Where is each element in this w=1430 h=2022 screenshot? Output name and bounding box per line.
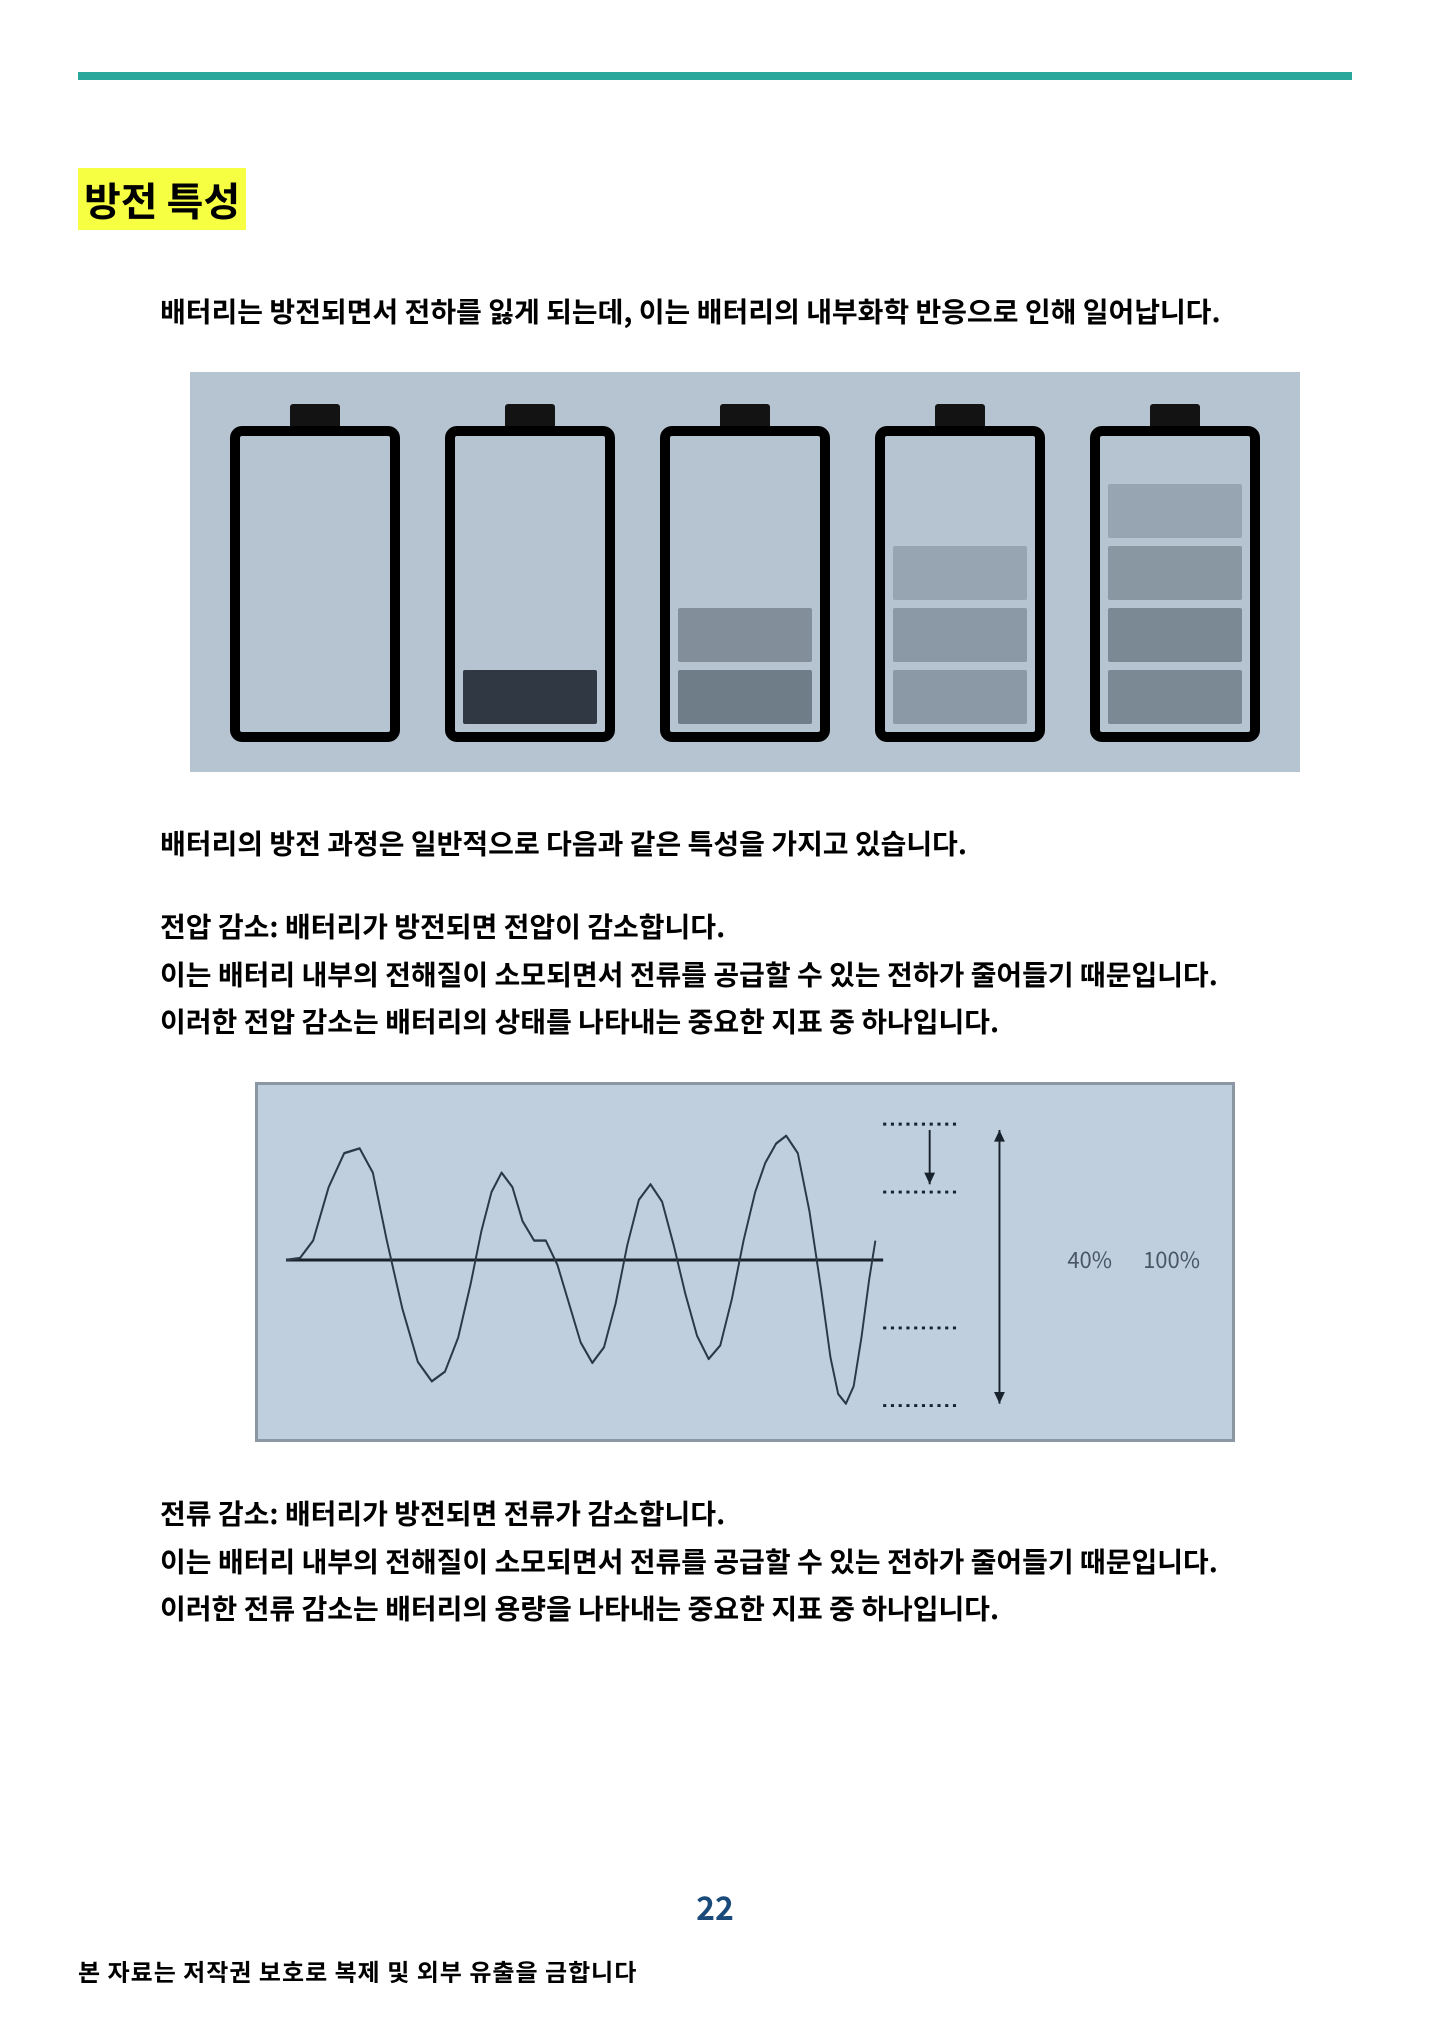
battery-cap	[720, 404, 770, 428]
battery-bars	[463, 670, 597, 724]
battery-body	[230, 426, 400, 742]
content-region: 배터리는 방전되면서 전하를 잃게 되는데, 이는 배터리의 내부화학 반응으로…	[160, 288, 1330, 1633]
battery-cap	[1150, 404, 1200, 428]
voltage-line-3: 이러한 전압 감소는 배터리의 상태를 나타내는 중요한 지표 중 하나입니다.	[160, 1001, 999, 1041]
battery-body	[445, 426, 615, 742]
battery-cap	[290, 404, 340, 428]
battery-cap	[935, 404, 985, 428]
battery-icon	[660, 422, 830, 742]
battery-icon	[445, 422, 615, 742]
battery-bar	[678, 670, 812, 724]
current-decrease-paragraph: 전류 감소: 배터리가 방전되면 전류가 감소합니다. 이는 배터리 내부의 전…	[160, 1490, 1330, 1633]
waveform-label-40: 40%	[1067, 1243, 1112, 1275]
battery-level-figure	[190, 372, 1300, 772]
page-number: 22	[0, 1884, 1430, 1930]
battery-bar	[678, 608, 812, 662]
battery-bar	[893, 670, 1027, 724]
battery-bars	[678, 608, 812, 724]
battery-bar	[463, 670, 597, 724]
heading-text: 방전 특성	[84, 170, 240, 228]
battery-body	[660, 426, 830, 742]
battery-row	[230, 402, 1260, 742]
copyright-footer: 본 자료는 저작권 보호로 복제 및 외부 유출을 금합니다	[78, 1953, 637, 1988]
current-line-1: 전류 감소: 배터리가 방전되면 전류가 감소합니다.	[160, 1493, 725, 1533]
battery-bar	[1108, 484, 1242, 538]
battery-bars	[1108, 484, 1242, 724]
waveform-svg	[286, 1095, 1046, 1425]
battery-bar	[893, 546, 1027, 600]
voltage-decrease-paragraph: 전압 감소: 배터리가 방전되면 전압이 감소합니다. 이는 배터리 내부의 전…	[160, 903, 1330, 1046]
voltage-waveform-figure: 40% 100%	[255, 1082, 1235, 1442]
battery-bar	[1108, 670, 1242, 724]
battery-icon	[875, 422, 1045, 742]
battery-icon	[1090, 422, 1260, 742]
voltage-line-2: 이는 배터리 내부의 전해질이 소모되면서 전류를 공급할 수 있는 전하가 줄…	[160, 954, 1218, 994]
battery-cap	[505, 404, 555, 428]
battery-body	[1090, 426, 1260, 742]
battery-bar	[1108, 608, 1242, 662]
current-line-2: 이는 배터리 내부의 전해질이 소모되면서 전류를 공급할 수 있는 전하가 줄…	[160, 1541, 1218, 1581]
battery-bar	[1108, 546, 1242, 600]
battery-bar	[893, 608, 1027, 662]
battery-body	[875, 426, 1045, 742]
battery-bars	[893, 546, 1027, 724]
waveform-label-100: 100%	[1143, 1243, 1200, 1275]
current-line-3: 이러한 전류 감소는 배터리의 용량을 나타내는 중요한 지표 중 하나입니다.	[160, 1588, 999, 1628]
battery-icon	[230, 422, 400, 742]
characteristics-intro: 배터리의 방전 과정은 일반적으로 다음과 같은 특성을 가지고 있습니다.	[160, 820, 1330, 868]
top-rule	[78, 72, 1352, 80]
intro-paragraph: 배터리는 방전되면서 전하를 잃게 되는데, 이는 배터리의 내부화학 반응으로…	[160, 288, 1330, 336]
voltage-line-1: 전압 감소: 배터리가 방전되면 전압이 감소합니다.	[160, 906, 725, 946]
section-heading: 방전 특성	[78, 168, 246, 230]
